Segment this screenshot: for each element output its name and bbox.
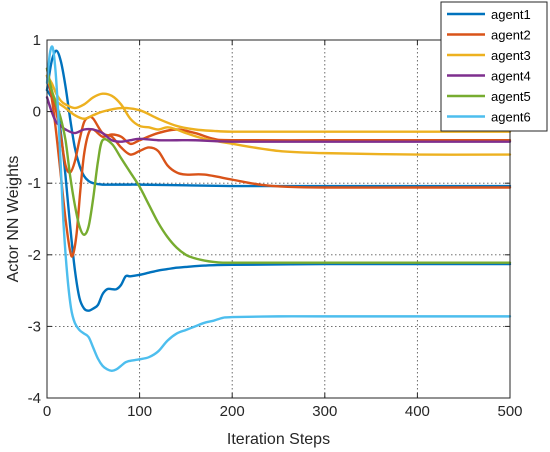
series-line-agent6 <box>45 45 512 372</box>
series-line-agent2 <box>45 67 512 189</box>
y-tick-label: 1 <box>33 32 41 49</box>
legend-label-agent5: agent5 <box>491 89 531 104</box>
legend-label-agent3: agent3 <box>491 48 531 63</box>
y-tick-label: -4 <box>28 390 41 407</box>
x-tick-label: 500 <box>497 403 522 420</box>
legend: agent1 agent2 agent3 agent4 agent5 agent6 <box>440 1 548 132</box>
plot-frame <box>46 39 511 399</box>
y-tick-label: -1 <box>28 175 41 192</box>
grid <box>47 40 510 398</box>
x-tick-label: 0 <box>43 403 51 420</box>
x-tick-label: 400 <box>405 403 430 420</box>
y-tick-label: -3 <box>28 318 41 335</box>
legend-label-agent6: agent6 <box>491 110 531 125</box>
legend-box <box>440 1 548 132</box>
y-tick-label: -2 <box>28 247 41 264</box>
series-line-agent5 <box>45 67 512 264</box>
tick-labels: 0 100 200 300 400 500 -4 -3 -2 -1 0 1 <box>28 32 523 420</box>
x-tick-label: 200 <box>220 403 245 420</box>
y-axis-title: Actor NN Weights <box>5 156 22 283</box>
x-axis-title: Iteration Steps <box>227 431 330 448</box>
series-group <box>45 45 512 372</box>
series-line-agent2-b <box>45 74 512 258</box>
legend-label-agent1: agent1 <box>491 7 531 22</box>
x-tick-label: 300 <box>312 403 337 420</box>
series-line-agent1-lower <box>45 88 512 312</box>
series-line-agent3 <box>45 74 512 156</box>
legend-label-agent4: agent4 <box>491 69 531 84</box>
legend-label-agent2: agent2 <box>491 28 531 43</box>
x-tick-label: 100 <box>127 403 152 420</box>
series-line-agent3-b <box>45 74 512 133</box>
y-tick-label: 0 <box>33 104 41 121</box>
